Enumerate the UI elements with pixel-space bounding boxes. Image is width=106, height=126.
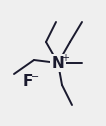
Text: +: + bbox=[61, 53, 69, 63]
Text: F: F bbox=[23, 74, 33, 89]
Text: −: − bbox=[31, 72, 39, 82]
Text: N: N bbox=[52, 55, 64, 71]
